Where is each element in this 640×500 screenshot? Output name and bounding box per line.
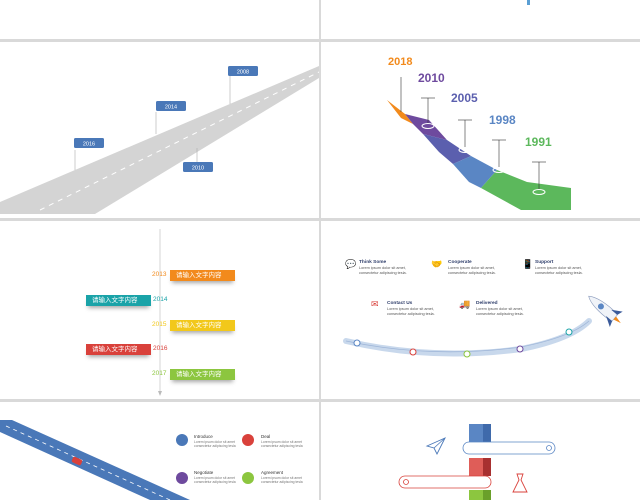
label-box-2016: 2016 [74,138,104,148]
stair-graphic: 2018 2010 2005 1998 1991 [387,56,571,210]
chat-icon [176,472,188,484]
support-icon: 📱 [522,259,534,269]
feature-title-support: Support [535,260,554,265]
info-desc-agreement: Lorem ipsum dolor sit amet consectetur a… [261,476,303,485]
slide-road-info[interactable]: Introduce Lorem ipsum dolor sit amet con… [0,402,319,500]
timeline-year-2016: 2016 [153,345,168,352]
road-graphic: 2008 2014 2016 2010 [0,66,319,214]
step-1991 [481,170,571,210]
rocket-icon [588,295,623,327]
paper-plane-icon [425,437,446,456]
step-2005 [423,134,471,164]
slide-vertical-timeline[interactable]: 2013 请输入文字内容 请输入文字内容 2014 2015 请输入文字内容 请… [0,221,319,399]
feature-desc-think-some: Lorem ipsum dolor sit amet, consectetur … [359,266,407,275]
timeline-tag-2014: 请输入文字内容 [86,295,151,306]
timeline-tag-2017: 请输入文字内容 [170,369,235,380]
timeline-year-2013: 2013 [152,271,167,278]
timeline-tag-2015: 请输入文字内容 [170,320,235,331]
timeline-tag-2016: 请输入文字内容 [86,344,151,355]
road-label-2008: 2008 [237,69,249,75]
slide-stair-timeline[interactable]: 2018 2010 2005 1998 1991 [321,42,640,218]
feature-desc-contact-us: Lorem ipsum dolor sit amet, consectetur … [387,307,435,316]
slide-signpost[interactable] [321,402,640,500]
slide-2[interactable] [321,0,640,39]
signpost-graphic [398,424,556,500]
feature-title-contact-us: Contact Us [387,301,413,306]
feature-title-think-some: Think Some [359,260,387,265]
timeline-year-2017: 2017 [152,370,167,377]
road-label-2010: 2010 [192,165,204,171]
feature-title-delivered: Delivered [476,301,498,306]
info-title-deal: Deal [261,434,271,439]
mail-icon: ✉ [371,299,379,309]
feature-title-cooperate: Cooperate [448,260,472,265]
stair-year-2005: 2005 [451,91,478,105]
timeline-tag-2013: 请输入文字内容 [170,270,235,281]
chat-icon: 💬 [345,259,357,269]
timeline-year-2014: 2014 [153,296,168,303]
stair-year-1998: 1998 [489,113,516,127]
blue-road-graphic [0,420,190,500]
label-box-2014: 2014 [156,101,186,111]
handshake-icon: 🤝 [431,259,443,269]
feature-desc-cooperate: Lorem ipsum dolor sit amet, consectetur … [448,266,496,275]
info-title-agreement: Agreement [261,470,284,475]
flask-icon [512,473,528,493]
stair-year-2010: 2010 [418,71,445,85]
info-title-introduce: Introduce [194,434,213,439]
pin-marker-graphic [527,0,530,5]
stair-year-1991: 1991 [525,135,552,149]
truck-icon: 🚚 [459,299,471,309]
handshake-icon [242,434,254,446]
stair-year-2018: 2018 [388,56,412,68]
slide-features-rocket[interactable]: 💬 Think Some Lorem ipsum dolor sit amet,… [321,221,640,399]
label-box-2008: 2008 [228,66,258,76]
road-center-line [39,71,319,211]
label-box-2010: 2010 [183,162,213,172]
slide-1[interactable] [0,0,319,39]
rocket-trail-graphic [343,295,623,358]
feature-desc-support: Lorem ipsum dolor sit amet, consectetur … [535,266,583,275]
step-2010 [405,114,447,140]
step-2018 [387,100,413,124]
timeline-year-2015: 2015 [152,321,167,328]
road-label-2016: 2016 [83,141,95,147]
pen-icon [242,472,254,484]
road-label-2014: 2014 [165,104,177,110]
road-surface [0,66,319,214]
feature-desc-delivered: Lorem ipsum dolor sit amet, consectetur … [476,307,524,316]
users-icon [176,434,188,446]
step-1998 [453,156,497,188]
slide-road-timeline[interactable]: 2008 2014 2016 2010 [0,42,319,218]
info-desc-negotiate: Lorem ipsum dolor sit amet consectetur a… [194,476,236,485]
info-title-negotiate: Negotiate [194,470,214,475]
timeline-axis [158,229,162,396]
info-desc-introduce: Lorem ipsum dolor sit amet consectetur a… [194,440,236,449]
info-desc-deal: Lorem ipsum dolor sit amet consectetur a… [261,440,303,449]
